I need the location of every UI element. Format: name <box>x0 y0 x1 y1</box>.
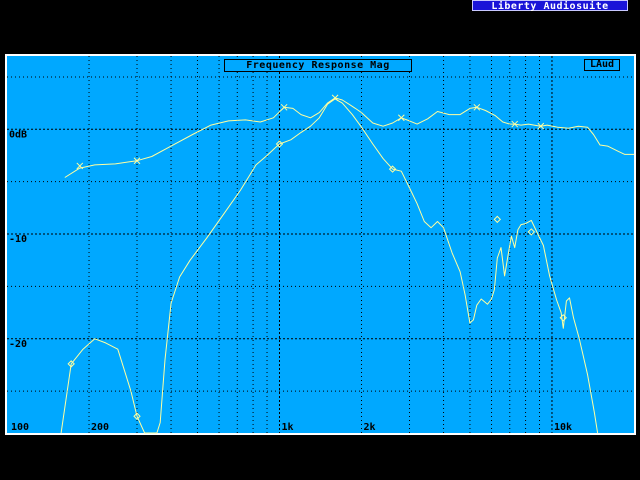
chart-title: Frequency Response Mag <box>224 59 412 72</box>
series-2-marker <box>559 314 567 322</box>
x-tick-label: 1k <box>281 422 293 433</box>
y-tick-label: -20 <box>9 339 27 350</box>
x-tick-label: 10k <box>554 422 572 433</box>
series-1-marker <box>76 162 84 170</box>
y-tick-label: 0dB <box>9 129 27 140</box>
series-1-marker <box>397 114 405 122</box>
x-tick-label: 2k <box>364 422 376 433</box>
x-tick-label: 200 <box>91 422 109 433</box>
series-1-line <box>64 97 634 178</box>
series-2-marker <box>133 412 141 420</box>
series-2-marker <box>67 360 75 368</box>
series-2-line <box>60 98 599 434</box>
series-2-marker <box>388 165 397 173</box>
series-2-marker <box>275 140 284 148</box>
grid <box>7 56 634 433</box>
series <box>60 94 634 434</box>
y-tick-label: -10 <box>9 234 27 245</box>
plot-frame <box>5 54 636 435</box>
series-1-marker <box>280 103 288 111</box>
x-tick-label: 100 <box>11 422 29 433</box>
app-title: Liberty Audiosuite <box>472 0 628 12</box>
tick-labels: 100 200 1k 2k 10k 0dB -10 -20 <box>9 129 572 433</box>
series-1-marker <box>133 157 141 165</box>
series-2-marker <box>527 228 536 236</box>
series-1-marker <box>511 120 519 128</box>
laud-badge: LAud <box>584 59 620 71</box>
series-1-marker <box>473 103 481 111</box>
series-2-marker <box>493 215 502 224</box>
series-1-marker <box>537 122 545 130</box>
